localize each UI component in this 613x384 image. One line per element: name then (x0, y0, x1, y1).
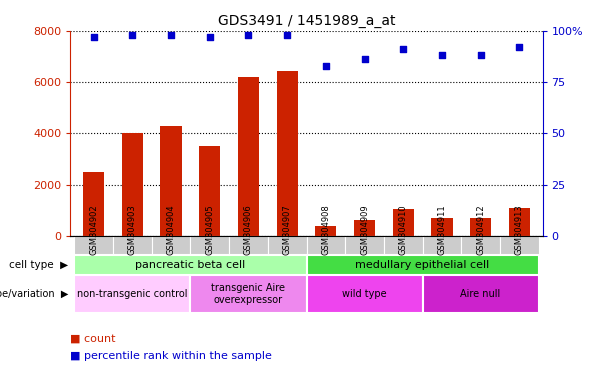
Text: GSM304912: GSM304912 (476, 204, 485, 255)
Text: GSM304913: GSM304913 (515, 204, 524, 255)
Bar (191, 275, 306, 313)
Bar (345, 236, 384, 255)
Bar (306, 255, 539, 275)
Text: GSM304907: GSM304907 (283, 204, 292, 255)
Bar (276, 71, 298, 236)
Bar (306, 275, 422, 313)
Text: cell type  ▶: cell type ▶ (9, 260, 69, 270)
Bar (500, 236, 539, 255)
Text: GSM304903: GSM304903 (128, 204, 137, 255)
Text: non-transgenic control: non-transgenic control (77, 289, 188, 299)
Point (360, 56, 370, 63)
Text: GSM304908: GSM304908 (321, 204, 330, 255)
Bar (74, 255, 306, 275)
Bar (74, 236, 113, 255)
Bar (191, 236, 229, 255)
Point (321, 63, 331, 69)
Text: GSM304911: GSM304911 (438, 204, 446, 255)
Point (89, 34, 99, 40)
Bar (461, 236, 500, 255)
Bar (268, 236, 306, 255)
Point (514, 44, 524, 50)
Bar (384, 236, 422, 255)
Text: Aire null: Aire null (460, 289, 501, 299)
Bar (509, 208, 530, 236)
Point (476, 52, 485, 58)
Bar (422, 236, 461, 255)
Bar (113, 236, 152, 255)
Bar (161, 126, 181, 236)
Bar (83, 172, 104, 236)
Text: GSM304910: GSM304910 (398, 204, 408, 255)
Point (205, 34, 215, 40)
Bar (238, 77, 259, 236)
Bar (229, 236, 268, 255)
Text: pancreatic beta cell: pancreatic beta cell (135, 260, 246, 270)
Point (398, 46, 408, 52)
Point (128, 32, 137, 38)
Bar (354, 220, 375, 236)
Bar (470, 218, 491, 236)
Point (282, 32, 292, 38)
Text: transgenic Aire
overexpressor: transgenic Aire overexpressor (211, 283, 286, 305)
Text: GSM304904: GSM304904 (167, 204, 175, 255)
Text: ■ count: ■ count (70, 334, 116, 344)
Point (166, 32, 176, 38)
Bar (74, 275, 191, 313)
Text: ■ percentile rank within the sample: ■ percentile rank within the sample (70, 351, 272, 361)
Title: GDS3491 / 1451989_a_at: GDS3491 / 1451989_a_at (218, 14, 395, 28)
Bar (122, 134, 143, 236)
Bar (392, 209, 414, 236)
Text: medullary epithelial cell: medullary epithelial cell (356, 260, 490, 270)
Bar (315, 227, 337, 236)
Text: wild type: wild type (342, 289, 387, 299)
Bar (199, 146, 221, 236)
Point (243, 32, 253, 38)
Text: GSM304905: GSM304905 (205, 204, 215, 255)
Bar (432, 218, 452, 236)
Bar (306, 236, 345, 255)
Text: genotype/variation  ▶: genotype/variation ▶ (0, 289, 69, 299)
Bar (422, 275, 539, 313)
Text: GSM304909: GSM304909 (360, 204, 369, 255)
Text: GSM304906: GSM304906 (244, 204, 253, 255)
Point (437, 52, 447, 58)
Text: GSM304902: GSM304902 (89, 204, 98, 255)
Bar (152, 236, 191, 255)
